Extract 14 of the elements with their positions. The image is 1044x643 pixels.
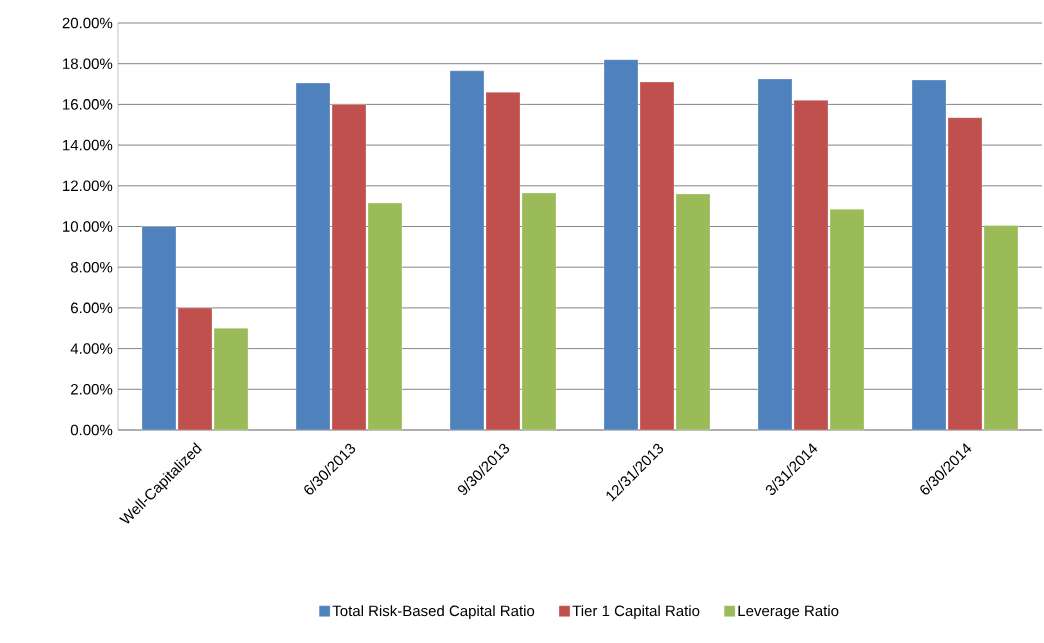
- y-tick-label: 14.00%: [63, 139, 113, 151]
- y-tick-label: 4.00%: [70, 343, 113, 354]
- y-tick-label: 20.00%: [62, 17, 113, 29]
- legend-label: Tier 1 Capital Ratio: [572, 605, 700, 620]
- y-tick-label: 16.00%: [63, 99, 113, 110]
- legend-label: Total Risk-Based Capital Ratio: [332, 605, 535, 620]
- y-tick-label: 0.00%: [70, 424, 113, 436]
- legend-label: Leverage Ratio: [738, 605, 839, 620]
- y-tick-label: 2.00%: [71, 383, 113, 395]
- y-tick-label: 6.00%: [71, 302, 113, 314]
- y-tick-label: 12.00%: [63, 180, 113, 192]
- y-tick-label: 18.00%: [63, 58, 113, 69]
- y-tick-label: 8.00%: [70, 261, 113, 273]
- y-tick-label: 10.00%: [63, 221, 113, 232]
